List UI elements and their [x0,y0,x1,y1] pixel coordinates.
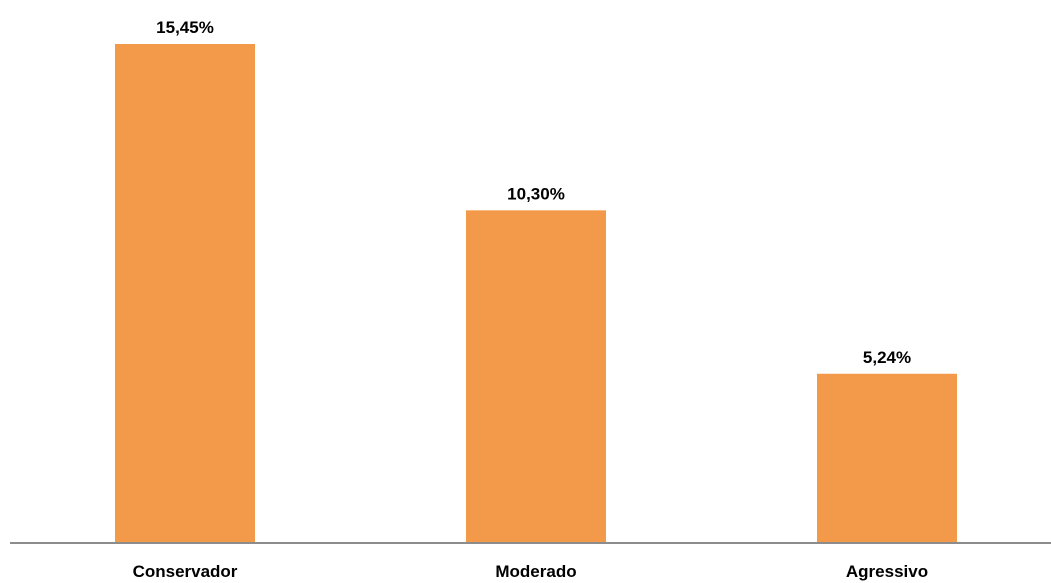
value-label-agressivo: 5,24% [863,348,911,367]
bars-layer [115,44,957,544]
bar-moderado [466,210,606,544]
value-label-conservador: 15,45% [156,18,214,37]
category-label-conservador: Conservador [133,562,238,581]
bar-conservador [115,44,255,543]
value-label-moderado: 10,30% [507,184,565,203]
value-labels-layer: 15,45% 10,30% 5,24% [156,18,911,367]
category-labels-layer: Conservador Moderado Agressivo [133,562,929,581]
category-label-agressivo: Agressivo [846,562,928,581]
category-label-moderado: Moderado [495,562,576,581]
bar-agressivo [817,373,957,543]
